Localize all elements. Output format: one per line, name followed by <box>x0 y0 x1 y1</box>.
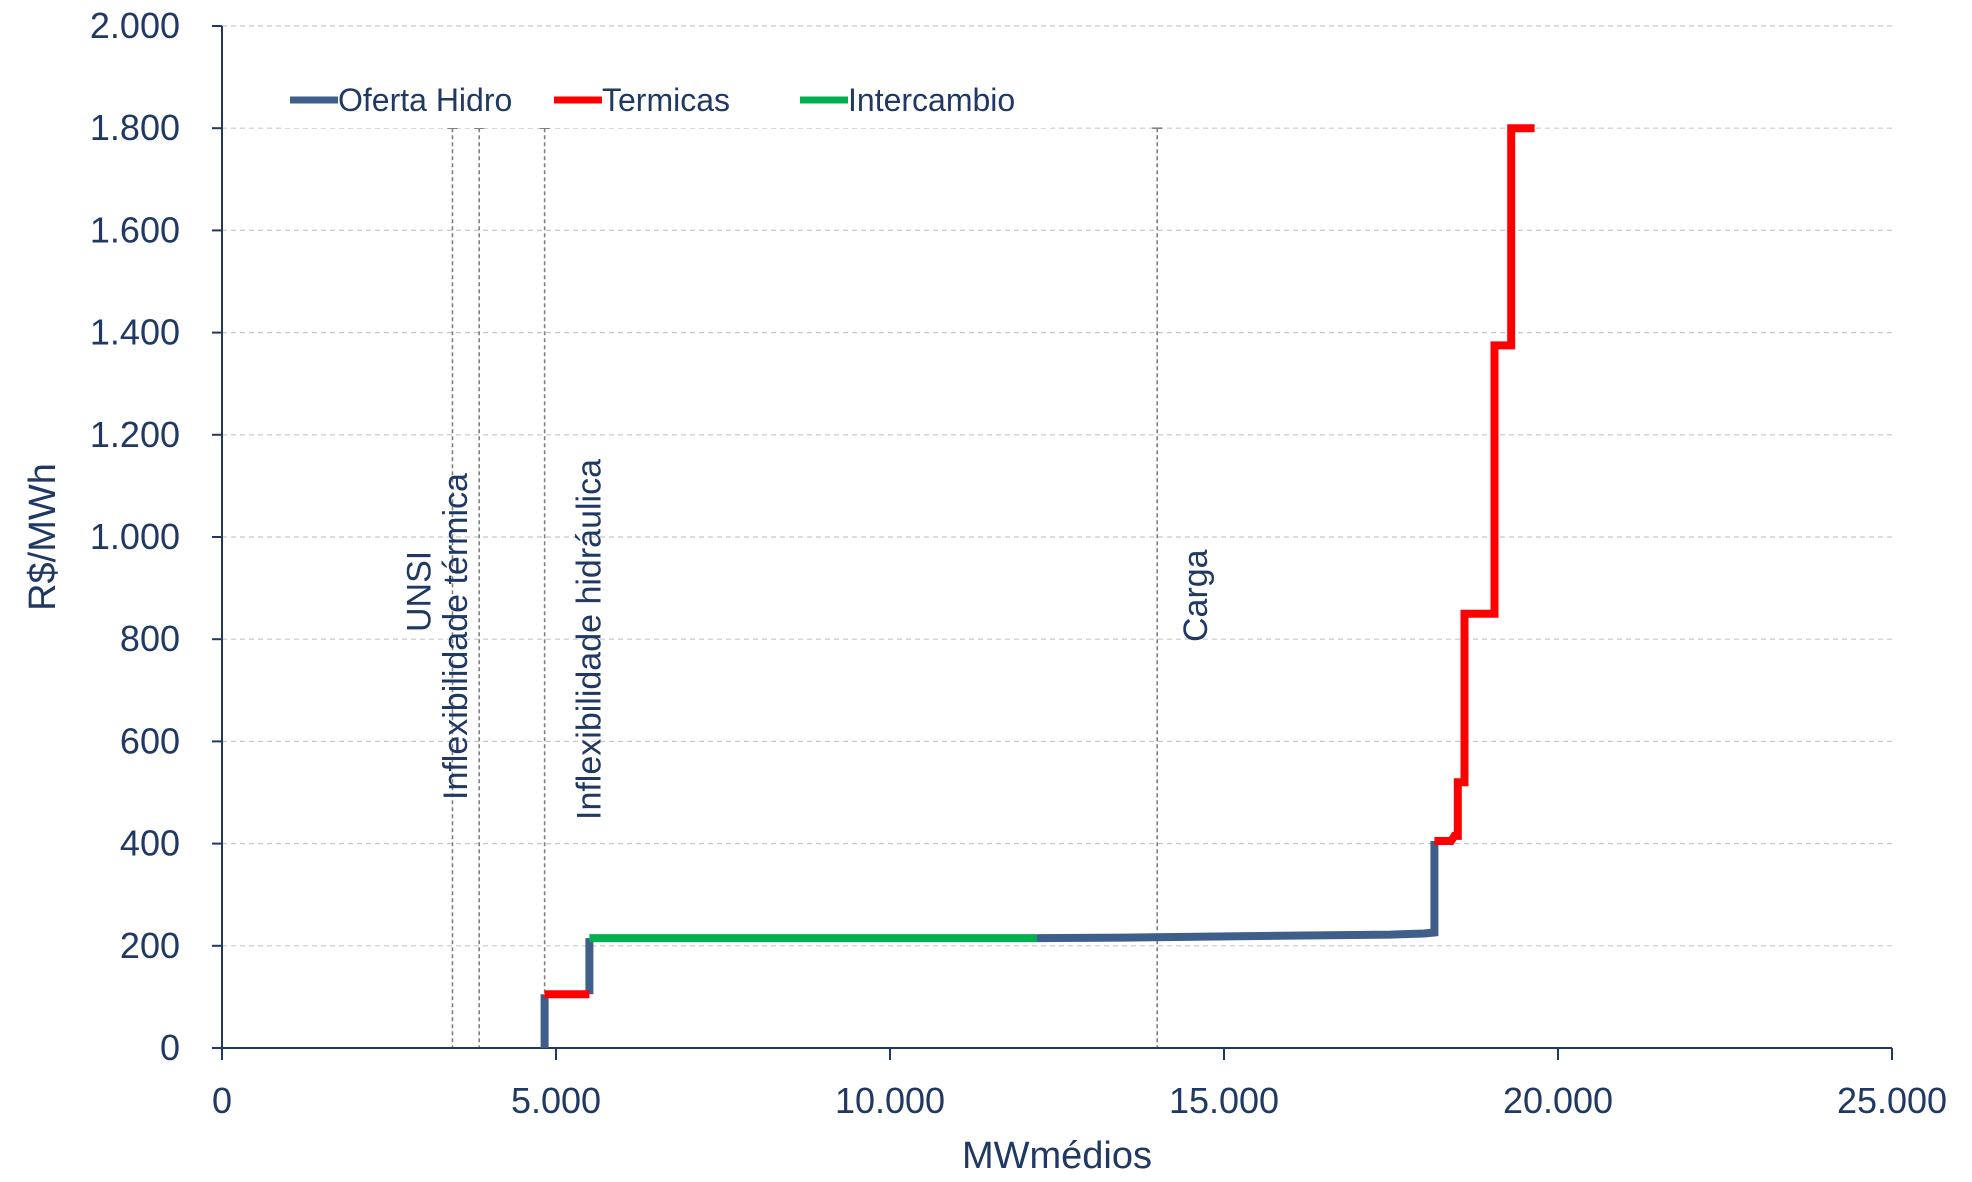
y-tick-label: 600 <box>120 720 180 761</box>
y-tick-label: 1.400 <box>90 312 180 353</box>
annotation-label: Inflexibilidade térmica <box>437 473 475 800</box>
legend-label: Intercambio <box>848 82 1015 118</box>
series-lines <box>540 124 1535 1048</box>
x-tick-label: 5.000 <box>511 1080 601 1121</box>
y-tick-label: 1.800 <box>90 107 180 148</box>
legend-background <box>282 76 1052 128</box>
y-tick-label: 2.000 <box>90 5 180 46</box>
y-tick-label: 0 <box>160 1027 180 1068</box>
annotation-label: Inflexibilidade hidráulica <box>571 459 609 820</box>
annotation-label: UNSI <box>400 551 438 632</box>
series-line-termicas <box>1434 124 1535 845</box>
y-axis-title: R$/MWh <box>22 463 64 611</box>
legend: Oferta Hidro Termicas Intercambio <box>282 76 1052 128</box>
x-tick-label: 15.000 <box>1169 1080 1279 1121</box>
annotation-label: Carga <box>1177 549 1215 642</box>
y-tick-label: 800 <box>120 618 180 659</box>
y-tick-label: 200 <box>120 925 180 966</box>
legend-label: Oferta Hidro <box>338 82 512 118</box>
y-tick-label: 1.000 <box>90 516 180 557</box>
axes: 0 200 400 600 800 1.000 1.200 1.400 1.600 1.800 2.… <box>90 5 1947 1121</box>
x-tick-label: 10.000 <box>835 1080 945 1121</box>
x-tick-label: 25.000 <box>1837 1080 1947 1121</box>
x-tick-label: 0 <box>212 1080 232 1121</box>
y-tick-label: 1.600 <box>90 209 180 250</box>
annotation-lines <box>447 127 1163 1048</box>
y-tick-label: 400 <box>120 823 180 864</box>
series-line-oferta-hidro <box>1036 841 1439 943</box>
x-axis-title: MWmédios <box>962 1135 1152 1177</box>
x-tick-label: 20.000 <box>1503 1080 1613 1121</box>
y-tick-label: 1.200 <box>90 414 180 455</box>
legend-label: Termicas <box>602 82 730 118</box>
